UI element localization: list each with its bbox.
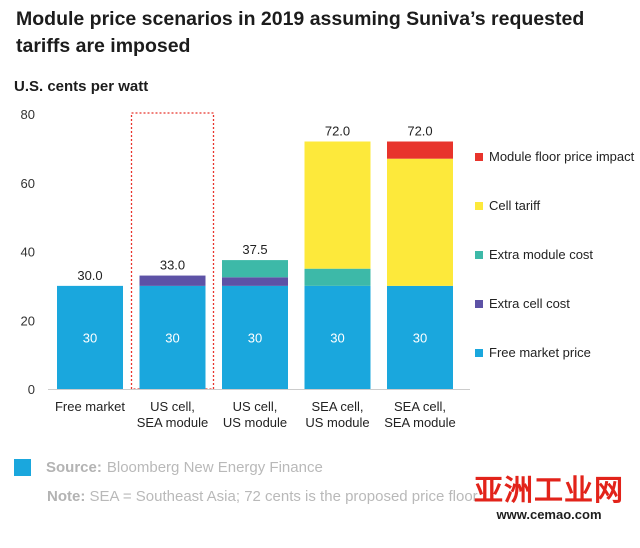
note-label: Note: — [47, 488, 86, 505]
legend-label: Extra cell cost — [489, 296, 570, 311]
source-row: Source: Bloomberg New Energy Finance — [14, 456, 634, 478]
category-label: SEA cell, — [311, 399, 363, 414]
chart-title: Module price scenarios in 2019 assuming … — [16, 8, 585, 57]
note-text: SEA = Southeast Asia; 72 cents is the pr… — [89, 488, 478, 505]
total-label: 37.5 — [242, 242, 267, 257]
category-label: US cell, — [150, 399, 195, 414]
total-label: 33.0 — [160, 258, 185, 273]
y-tick-label: 0 — [28, 382, 35, 397]
bar-segment — [222, 260, 288, 278]
category-label: SEA module — [137, 415, 209, 430]
legend-swatch — [475, 251, 483, 259]
segment-label: 30 — [165, 330, 179, 345]
y-tick-label: 80 — [21, 107, 35, 122]
source-text: Bloomberg New Energy Finance — [106, 458, 323, 476]
total-label: 72.0 — [325, 124, 350, 139]
segment-label: 30 — [248, 330, 262, 345]
watermark-url: www.cemao.com — [496, 507, 602, 522]
legend-label: Free market price — [489, 345, 591, 360]
note-row: Note: SEA = Southeast Asia; 72 cents is … — [47, 484, 634, 510]
source-label: Source: — [46, 458, 102, 476]
y-tick-label: 40 — [21, 245, 35, 260]
highlight-box — [130, 112, 215, 390]
category-label: US module — [305, 415, 369, 430]
y-axis-unit-label: U.S. cents per watt — [14, 78, 149, 95]
bar-segment — [139, 285, 206, 389]
bar-segment — [304, 268, 371, 286]
source-swatch — [14, 458, 31, 476]
legend-label: Extra module cost — [489, 247, 593, 262]
bar-segment — [222, 277, 288, 286]
bar-segment — [387, 158, 453, 286]
bar-segment — [57, 285, 123, 389]
bar-segment — [304, 141, 371, 269]
bar-segment — [387, 285, 453, 389]
category-label: SEA module — [384, 415, 456, 430]
total-label: 30.0 — [77, 268, 102, 283]
legend-swatch — [475, 349, 483, 357]
legend-swatch — [475, 202, 483, 210]
category-label: US module — [223, 415, 287, 430]
category-label: US cell, — [233, 399, 278, 414]
watermark: 亚洲工业网 www.cemao.com — [474, 474, 624, 524]
segment-label: 30 — [83, 330, 97, 345]
category-label: Free market — [55, 399, 125, 414]
bar-segment — [139, 275, 206, 286]
stacked-bar-chart: 0 20 40 60 80 30 30.0 Free market 30 33.0 US cell,… — [21, 107, 635, 430]
segment-label: 30 — [413, 330, 427, 345]
y-tick-label: 60 — [21, 176, 35, 191]
y-tick-label: 20 — [21, 313, 35, 328]
bar-segment — [304, 285, 371, 389]
bar-segment — [387, 141, 453, 159]
legend-swatch — [475, 300, 483, 308]
bar-segment — [222, 285, 288, 389]
watermark-chinese: 亚洲工业网 — [474, 473, 625, 507]
category-label: SEA cell, — [394, 399, 446, 414]
segment-label: 30 — [330, 330, 344, 345]
total-label: 72.0 — [407, 124, 432, 139]
legend-label: Module floor price impact — [489, 149, 635, 164]
legend-swatch — [475, 153, 483, 161]
chart-footer: Source: Bloomberg New Energy Finance Not… — [14, 456, 634, 510]
legend-label: Cell tariff — [489, 198, 540, 213]
